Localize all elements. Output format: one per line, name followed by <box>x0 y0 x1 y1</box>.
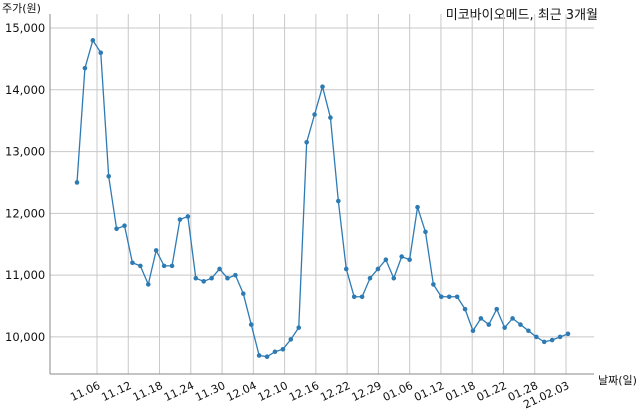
data-point <box>399 254 404 259</box>
data-point <box>161 263 167 269</box>
data-point <box>423 229 428 235</box>
data-point <box>328 115 333 120</box>
y-tick-label: 12,000 <box>5 206 45 220</box>
data-point <box>106 173 111 179</box>
data-point <box>153 248 159 253</box>
y-tick-label: 11,000 <box>5 268 45 282</box>
y-tick-label: 10,000 <box>5 330 45 344</box>
data-point <box>383 257 389 262</box>
data-point <box>114 226 119 232</box>
data-point <box>264 354 270 360</box>
data-point <box>130 260 135 266</box>
x-tick-label: 01.22 <box>475 379 509 404</box>
data-point <box>526 328 531 334</box>
x-tick-label: 01.12 <box>412 379 446 404</box>
data-point <box>510 316 515 321</box>
data-point <box>233 272 238 278</box>
data-point <box>557 334 563 340</box>
x-tick-label: 12.10 <box>256 379 290 404</box>
data-point <box>351 294 357 300</box>
y-tick-label: 15,000 <box>5 21 45 35</box>
x-tick-label: 01.06 <box>381 379 415 404</box>
y-axis-label: 주가(원) <box>2 2 41 15</box>
x-axis-label: 날짜(일) <box>598 373 637 387</box>
data-point <box>201 279 207 284</box>
data-point <box>454 294 460 300</box>
data-point <box>256 353 262 358</box>
data-point <box>320 84 325 89</box>
data-point <box>225 275 230 281</box>
data-point <box>502 325 507 330</box>
x-tick-label: 11.18 <box>131 379 165 404</box>
data-point <box>248 322 254 327</box>
data-point <box>359 294 365 300</box>
data-point <box>193 275 199 281</box>
y-tick-label: 14,000 <box>5 83 45 97</box>
data-point <box>296 325 302 330</box>
x-tick-label: 11.12 <box>99 379 133 404</box>
data-point <box>185 214 191 219</box>
data-point <box>82 65 88 71</box>
data-point <box>446 294 452 300</box>
data-point <box>486 322 492 327</box>
data-point <box>391 275 397 281</box>
x-tick-label: 12.16 <box>287 379 321 404</box>
data-point <box>375 266 381 272</box>
data-point <box>367 275 373 281</box>
data-point <box>74 180 80 185</box>
data-point <box>494 306 500 312</box>
x-tick-label: 11.24 <box>162 379 196 404</box>
x-tick-label: 11.30 <box>193 379 227 404</box>
data-point <box>431 282 436 287</box>
y-tick-label: 13,000 <box>5 145 45 159</box>
data-point <box>138 263 143 269</box>
data-point <box>177 217 183 222</box>
data-point <box>209 275 214 281</box>
x-tick-label: 11.06 <box>68 379 102 404</box>
data-point <box>288 337 294 342</box>
data-point <box>304 140 309 145</box>
data-point <box>462 306 468 312</box>
x-tick-label: 01.18 <box>443 379 477 404</box>
data-point <box>272 349 278 355</box>
data-point <box>90 38 96 43</box>
data-point <box>541 339 547 345</box>
data-point <box>122 223 127 229</box>
data-point <box>549 337 555 343</box>
x-tick-label: 12.22 <box>318 379 352 404</box>
data-point <box>415 204 420 210</box>
x-tick-label: 12.04 <box>225 379 259 404</box>
data-point <box>534 334 539 340</box>
data-point <box>98 50 104 56</box>
data-point <box>478 316 484 321</box>
data-point <box>438 294 444 300</box>
data-point <box>241 291 246 296</box>
data-point <box>217 266 222 272</box>
x-tick-label: 12.29 <box>350 379 384 404</box>
data-point <box>280 346 286 352</box>
data-point <box>312 112 317 117</box>
data-point <box>145 282 151 287</box>
data-point <box>169 263 175 269</box>
data-point <box>336 198 341 204</box>
data-point <box>470 328 476 334</box>
data-point <box>565 331 571 337</box>
data-point <box>343 266 349 272</box>
chart-title: 미코바이오메드, 최근 3개월 <box>445 8 598 23</box>
data-point <box>518 322 523 327</box>
data-point <box>407 257 412 262</box>
